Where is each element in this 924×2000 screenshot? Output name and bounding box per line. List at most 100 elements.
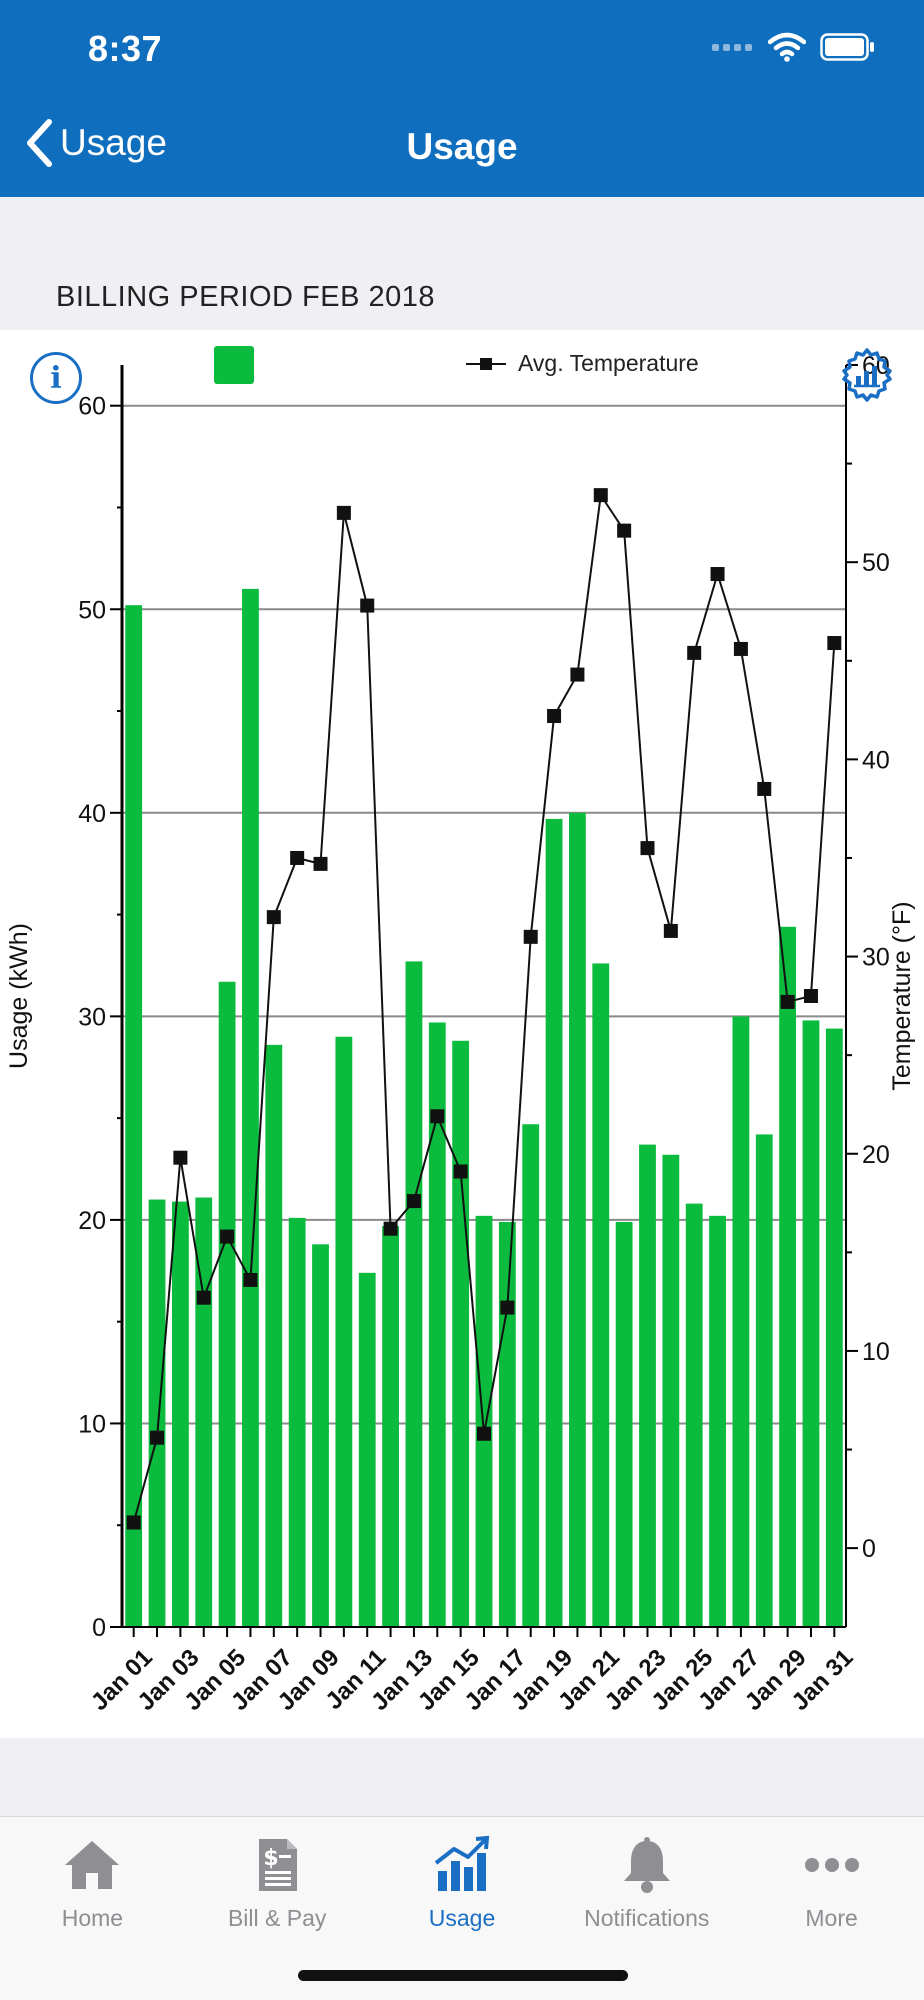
usage-bar (732, 1016, 750, 1627)
temperature-point (360, 598, 375, 613)
temperature-point (570, 667, 585, 682)
bell-icon (623, 1837, 670, 1893)
usage-bar (452, 1040, 470, 1627)
tab-bar: Home $ Bill & Pay Usage (0, 1816, 924, 2000)
y2-tick-label: 20 (862, 1141, 890, 1169)
usage-bar (755, 1134, 773, 1627)
back-button[interactable]: Usage (24, 118, 167, 168)
temperature-point (733, 641, 748, 656)
y2-tick-label: 40 (862, 746, 890, 774)
billing-period-section: BILLING PERIOD FEB 2018 (0, 197, 924, 330)
info-icon: i (50, 360, 62, 396)
temperature-point (803, 989, 818, 1003)
usage-bar (428, 1022, 446, 1627)
usage-bar (382, 1226, 399, 1627)
usage-bar (802, 1020, 820, 1627)
back-label: Usage (60, 122, 167, 163)
y2-tick-label: 10 (862, 1338, 890, 1366)
tab-usage[interactable]: Usage (370, 1817, 555, 2000)
info-button[interactable]: i (30, 352, 82, 404)
temperature-point (150, 1430, 165, 1445)
temperature-point (196, 1290, 211, 1305)
home-icon (65, 1841, 120, 1889)
usage-bar (779, 926, 797, 1627)
tab-home[interactable]: Home (0, 1817, 185, 2000)
status-time: 8:37 (88, 28, 163, 69)
usage-bar (709, 1215, 726, 1627)
usage-bar (335, 1036, 353, 1627)
y-tick-label: 40 (78, 800, 106, 828)
temperature-point (827, 636, 842, 651)
temperature-point (593, 488, 608, 503)
usage-bar (265, 1044, 283, 1627)
usage-bar (498, 1221, 516, 1627)
y2-tick-label: 50 (862, 549, 890, 577)
signal-icon (712, 44, 752, 51)
usage-bar (358, 1272, 376, 1627)
tab-notifications[interactable]: Notifications (554, 1817, 739, 2000)
usage-bar (825, 1028, 843, 1627)
temperature-point (220, 1229, 235, 1244)
temperature-point (383, 1221, 398, 1236)
home-indicator (298, 1970, 628, 1981)
usage-bar (475, 1215, 493, 1627)
tab-home-label: Home (61, 1905, 124, 1931)
temperature-point (663, 923, 678, 938)
legend-usage-swatch[interactable] (214, 346, 254, 384)
tab-notifications-label: Notifications (584, 1905, 710, 1931)
temperature-point (757, 781, 772, 796)
legend-temperature[interactable]: Avg. Temperature (466, 350, 699, 377)
usage-bar (569, 812, 586, 1627)
y2-tick-label: 0 (862, 1535, 876, 1563)
wifi-icon (768, 32, 806, 62)
usage-bar (242, 588, 259, 1627)
y2-tick-label: 30 (862, 944, 890, 972)
tab-more[interactable]: More (739, 1817, 924, 2000)
usage-chart-card: 01020304050600102030405060Usage (kWh)Tem… (0, 330, 924, 1738)
usage-bar (148, 1199, 166, 1627)
usage-bar (195, 1197, 213, 1627)
temperature-point (406, 1194, 421, 1209)
usage-bar (312, 1244, 329, 1627)
temperature-point (290, 850, 305, 865)
temperature-point (523, 929, 538, 944)
tab-usage-label: Usage (428, 1905, 496, 1931)
more-icon (804, 1858, 859, 1872)
usage-bar (125, 605, 143, 1627)
y-tick-label: 10 (78, 1410, 106, 1438)
temperature-point (687, 645, 702, 660)
spacer-band (0, 1738, 924, 1816)
temperature-point (547, 708, 562, 723)
bill-icon: $ (259, 1839, 298, 1891)
chart-settings-button[interactable] (836, 344, 898, 406)
temperature-point (336, 505, 351, 520)
usage-bar (171, 1201, 189, 1627)
usage-bar (522, 1124, 540, 1627)
tab-bill-pay-label: Bill & Pay (227, 1905, 327, 1931)
usage-bar (685, 1203, 703, 1627)
svg-text:$: $ (264, 1846, 279, 1871)
y-tick-label: 60 (78, 393, 106, 421)
temperature-point (617, 523, 632, 538)
temperature-point (453, 1164, 468, 1179)
legend-temperature-label: Avg. Temperature (518, 350, 699, 376)
usage-bar (545, 818, 563, 1627)
usage-bar (615, 1221, 633, 1627)
billing-period-label: BILLING PERIOD FEB 2018 (56, 281, 435, 313)
usage-bar (662, 1154, 680, 1627)
usage-chart-icon (434, 1835, 490, 1891)
usage-bar (592, 963, 610, 1627)
temperature-point (640, 841, 655, 856)
y-tick-label: 0 (92, 1614, 106, 1642)
status-icons (712, 32, 876, 62)
header: 8:37 Usage (0, 0, 924, 197)
tab-bill-pay[interactable]: $ Bill & Pay (185, 1817, 370, 2000)
y-tick-label: 50 (78, 596, 106, 624)
chevron-left-icon (27, 119, 52, 167)
y-tick-label: 30 (78, 1003, 106, 1031)
usage-bar (218, 981, 236, 1627)
battery-icon (820, 33, 874, 61)
temperature-point (477, 1426, 491, 1441)
y-tick-label: 20 (78, 1207, 106, 1235)
